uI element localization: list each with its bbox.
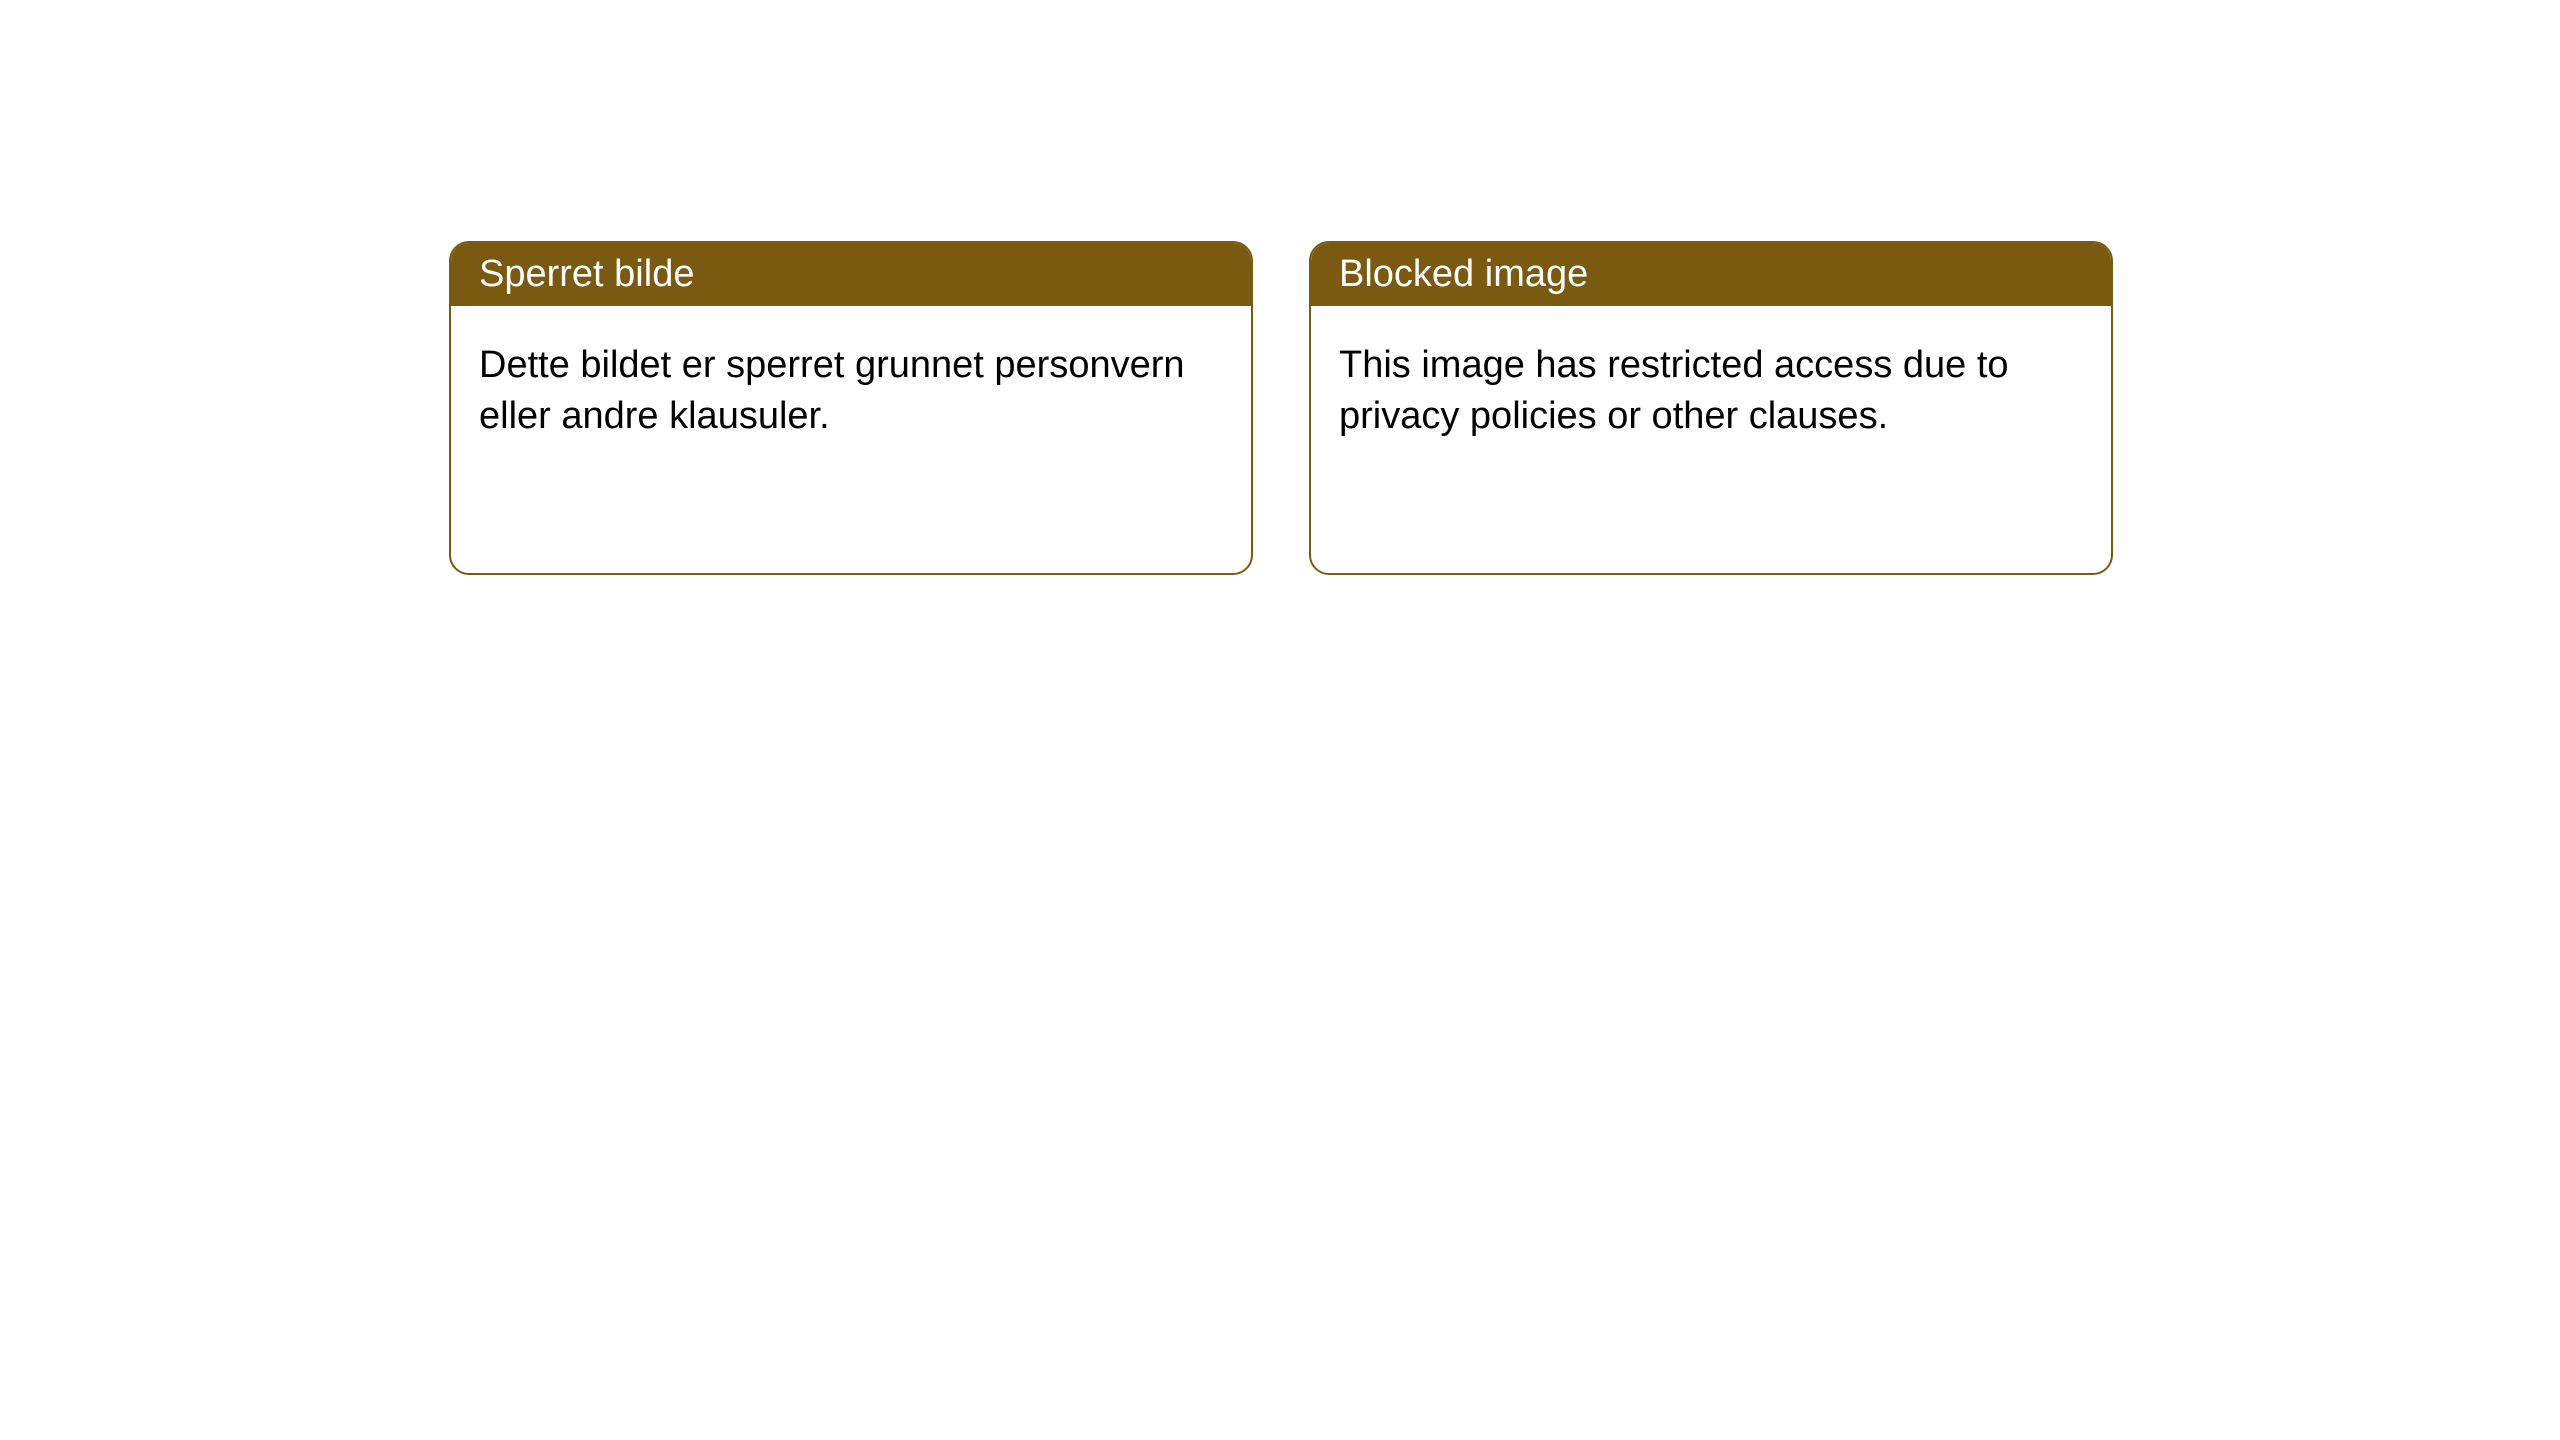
card-body-text: Dette bildet er sperret grunnet personve… [479, 344, 1185, 437]
card-header: Blocked image [1311, 243, 2111, 306]
blocked-image-card-en: Blocked image This image has restricted … [1309, 241, 2113, 575]
card-header: Sperret bilde [451, 243, 1251, 306]
blocked-image-card-no: Sperret bilde Dette bildet er sperret gr… [449, 241, 1253, 575]
card-body: This image has restricted access due to … [1311, 306, 2111, 477]
card-title: Blocked image [1339, 253, 1588, 295]
notice-container: Sperret bilde Dette bildet er sperret gr… [0, 0, 2560, 575]
card-body-text: This image has restricted access due to … [1339, 344, 2009, 437]
card-title: Sperret bilde [479, 253, 694, 295]
card-body: Dette bildet er sperret grunnet personve… [451, 306, 1251, 477]
